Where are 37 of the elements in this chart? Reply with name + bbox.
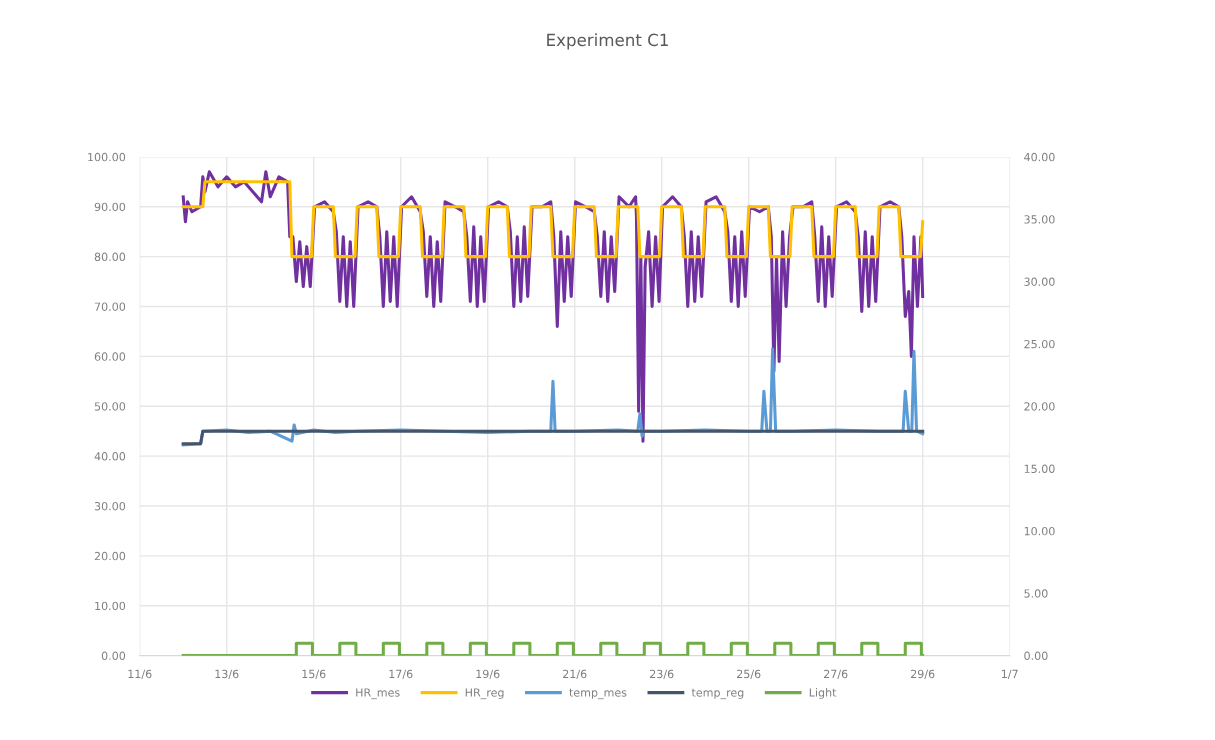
- y-tick-label: 20.00: [94, 551, 126, 561]
- y2-tick-label: 30.00: [1024, 277, 1055, 286]
- x-tick-label: 17/6: [389, 669, 413, 679]
- y-tick-label: 50.00: [94, 402, 126, 411]
- y2-tick-label: 5.00: [1024, 589, 1048, 598]
- y-tick-label: 10.00: [95, 601, 126, 611]
- legend-label: Light: [809, 688, 837, 699]
- y-tick-label: 80.00: [94, 252, 126, 262]
- x-tick-label: 13/6: [215, 669, 239, 679]
- y2-tick-label: 20.00: [1024, 402, 1055, 411]
- x-tick-label: 15/6: [302, 669, 326, 679]
- y2-tick-label: 40.00: [1024, 152, 1055, 162]
- x-tick-label: 1/7: [1001, 669, 1018, 679]
- y2-tick-label: 15.00: [1024, 464, 1055, 473]
- x-tick-label: 21/6: [563, 669, 587, 679]
- y-tick-label: 70.00: [94, 302, 126, 311]
- legend-label: temp_reg: [691, 688, 744, 700]
- y-tick-label: 60.00: [94, 352, 126, 361]
- legend-label: HR_mes: [356, 688, 400, 700]
- x-tick-label: 25/6: [737, 669, 761, 679]
- y2-tick-label: 10.00: [1024, 526, 1055, 536]
- x-tick-label: 29/6: [911, 669, 935, 679]
- legend-label: temp_mes: [569, 688, 627, 700]
- y-tick-label: 100.00: [88, 152, 126, 162]
- chart-title: Experiment C1: [547, 33, 668, 50]
- x-tick-label: 23/6: [650, 669, 674, 679]
- y-tick-label: 30.00: [94, 501, 126, 511]
- x-tick-label: 11/6: [128, 669, 152, 679]
- y-tick-label: 40.00: [94, 452, 126, 461]
- y2-tick-label: 25.00: [1024, 339, 1055, 349]
- y-tick-label: 90.00: [94, 202, 126, 212]
- x-tick-label: 19/6: [476, 669, 500, 679]
- y-tick-label: 0.00: [101, 651, 126, 661]
- legend-label: HR_reg: [465, 688, 504, 700]
- y2-tick-label: 0.00: [1024, 651, 1048, 661]
- y2-tick-label: 35.00: [1024, 215, 1055, 224]
- x-tick-label: 27/6: [824, 669, 848, 679]
